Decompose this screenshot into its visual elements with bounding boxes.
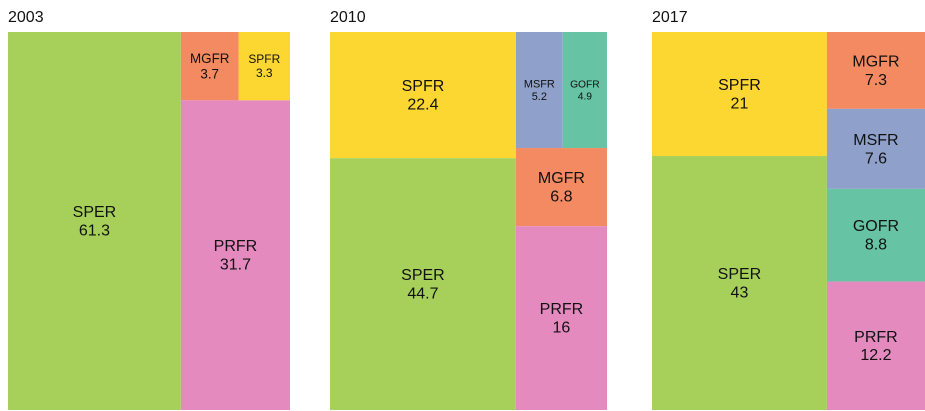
panel-title: 2003 (8, 9, 44, 26)
tile-value: 4.9 (578, 91, 593, 102)
tile-value: 44.7 (407, 285, 438, 302)
tile-value: 31.7 (220, 257, 251, 274)
tile (8, 32, 181, 410)
tile (515, 148, 607, 227)
tile-value: 8.8 (865, 237, 887, 254)
tile (826, 32, 925, 109)
tile (330, 158, 516, 410)
tile-label: SPFR (718, 77, 761, 94)
tile-label: SPFR (248, 52, 280, 66)
tile-value: 43 (731, 284, 749, 301)
tile-label: SPFR (402, 78, 445, 95)
tile (180, 32, 239, 101)
tile-value: 7.3 (865, 72, 887, 89)
tile (652, 32, 827, 157)
tile-label: SPER (73, 204, 117, 221)
tile-label: GOFR (853, 218, 899, 235)
tile-value: 6.8 (550, 189, 572, 206)
tile-value: 22.4 (407, 96, 438, 113)
tile-value: 12.2 (860, 347, 891, 364)
tile-value: 61.3 (79, 222, 110, 239)
tile (826, 108, 925, 189)
panel-title: 2017 (652, 9, 688, 26)
tile-value: 3.7 (200, 66, 219, 81)
tile (330, 32, 516, 159)
tile-label: MSFR (853, 132, 898, 149)
tile (515, 226, 607, 410)
tile (562, 32, 607, 149)
tile-label: SPER (718, 266, 762, 283)
tile-label: MGFR (852, 53, 899, 70)
tile-label: MSFR (524, 78, 555, 90)
tile (826, 281, 925, 410)
tile (652, 156, 827, 410)
tile (238, 32, 290, 101)
tile (515, 32, 563, 149)
tile-label: SPER (401, 267, 445, 284)
tile-label: PRFR (854, 329, 898, 346)
tile-label: PRFR (540, 301, 584, 318)
panel-title: 2010 (330, 9, 366, 26)
tile-value: 21 (731, 95, 749, 112)
tile-label: PRFR (214, 238, 258, 255)
tile-label: MGFR (190, 51, 230, 66)
tile-label: MGFR (538, 170, 585, 187)
tile (180, 100, 290, 410)
tile-value: 16 (553, 319, 571, 336)
tile-value: 3.3 (256, 66, 273, 80)
tile-value: 7.6 (865, 150, 887, 167)
tile-value: 5.2 (532, 91, 547, 103)
tile-label: GOFR (570, 79, 600, 90)
tile (826, 188, 925, 282)
